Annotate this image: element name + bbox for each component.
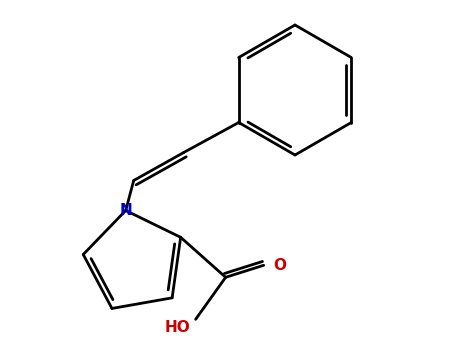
Text: N: N [119, 203, 132, 218]
Text: HO: HO [165, 320, 191, 335]
Text: O: O [273, 258, 287, 273]
